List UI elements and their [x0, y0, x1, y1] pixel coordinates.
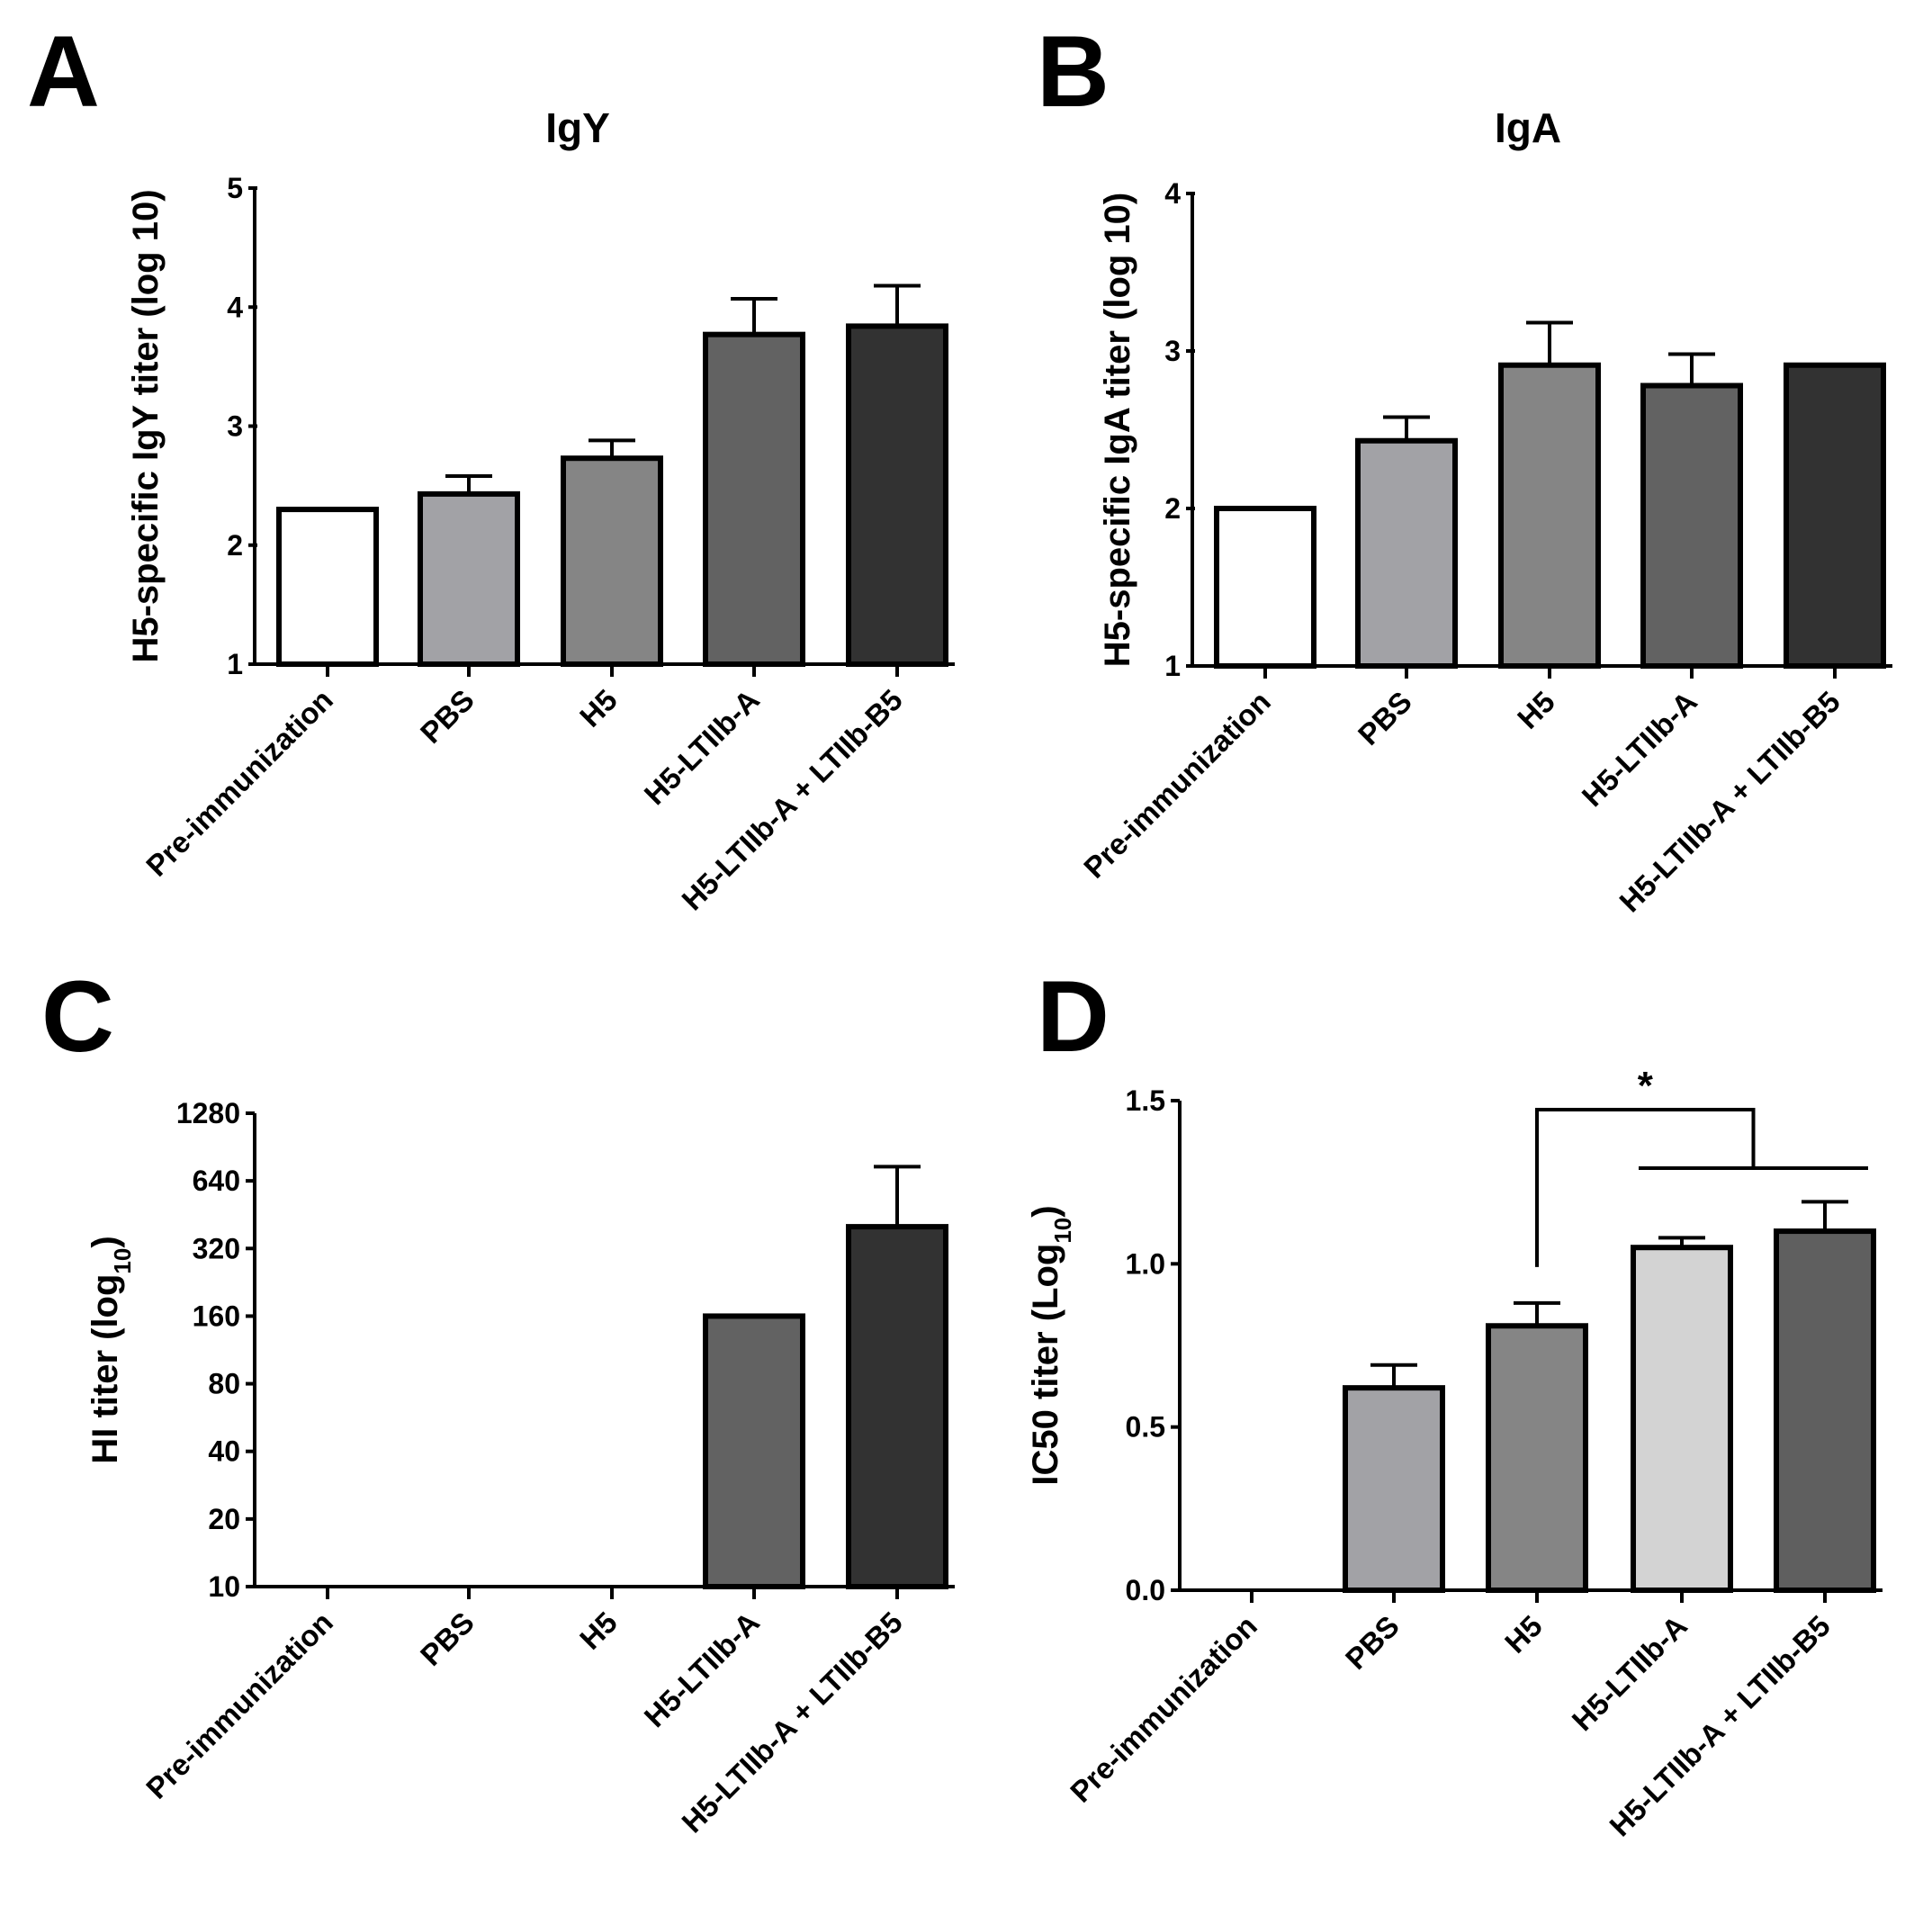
bar-h5-ltiib-a: [1631, 1245, 1733, 1593]
panel-letter: D: [1037, 960, 1110, 1073]
bar-pbs: [418, 490, 520, 667]
bar-h5-ltiib-a-ltiib-b5: [846, 1224, 948, 1589]
y-tick-label: 2: [1164, 492, 1181, 525]
y-tick-label: 0.0: [1126, 1574, 1165, 1606]
x-tick-label: PBS: [414, 1606, 481, 1672]
x-tick-label: Pre-immunization: [139, 1606, 339, 1805]
x-tick-label: PBS: [1352, 685, 1418, 751]
y-axis-label: H5-specific IgA titer (log 10): [1098, 193, 1137, 668]
bar-h5-ltiib-a-ltiib-b5: [1774, 1228, 1876, 1593]
panel-letter: B: [1037, 15, 1110, 128]
x-tick-label: H5-LTIIb-A: [638, 683, 766, 811]
bar-pbs: [1355, 437, 1458, 669]
y-tick-label: 4: [1164, 177, 1181, 210]
x-tick-label: H5: [1511, 685, 1561, 735]
bar-h5: [1486, 1323, 1588, 1593]
bar-h5: [1498, 362, 1601, 669]
significance-bracket: [1535, 1108, 1756, 1267]
x-tick-label: Pre-immunization: [1064, 1609, 1263, 1809]
bar-h5: [561, 455, 663, 667]
y-tick-label: 1280: [176, 1097, 240, 1129]
chart-panel-a: A IgY H5-specific IgY titer (log 10) 1 2 3 4 5 P…: [27, 15, 955, 916]
x-tick-label: PBS: [414, 683, 481, 750]
y-tick-label: 1.0: [1126, 1247, 1165, 1280]
y-tick-label: 40: [208, 1435, 240, 1468]
chart-title: IgY: [545, 104, 610, 151]
y-axis-label: IC50 titer (Log10): [1026, 1205, 1076, 1485]
bar-h5-ltiib-a-ltiib-b5: [1784, 362, 1886, 669]
y-tick-label: 20: [208, 1503, 240, 1535]
y-tick-label: 3: [227, 410, 243, 443]
bar-h5-ltiib-a-ltiib-b5: [846, 323, 948, 667]
bar-pre-immunization: [276, 507, 379, 668]
chart-panel-c: CHI titer (log10)102040801603206401280Pr…: [41, 960, 955, 1839]
bar-pbs: [1343, 1385, 1445, 1593]
x-tick-label: PBS: [1339, 1609, 1406, 1676]
panel-letter: C: [41, 960, 114, 1073]
y-tick-label: 640: [193, 1165, 240, 1197]
chart-panel-d: D IC50 titer (Log10) 0.0 0.5 1.0 1.5 Pre-immun…: [1026, 960, 1883, 1842]
y-axis-label: H5-specific IgY titer (log 10): [126, 189, 166, 662]
y-axis-label-subscript: 10: [1049, 1218, 1076, 1244]
y-tick-label: 160: [193, 1300, 240, 1332]
x-tick-label: H5-LTIIb-A: [1566, 1609, 1694, 1737]
y-tick-label: 320: [193, 1232, 240, 1264]
y-tick-label: 3: [1164, 335, 1181, 367]
bar-pre-immunization: [1214, 506, 1316, 669]
y-tick-label: 0.5: [1126, 1411, 1165, 1444]
x-tick-label: Pre-immunization: [1077, 685, 1277, 885]
y-axis-label-subscript: 10: [109, 1248, 136, 1274]
x-tick-label: Pre-immunization: [139, 683, 339, 883]
y-tick-label: 4: [227, 291, 243, 323]
y-tick-label: 5: [227, 172, 243, 204]
x-tick-label: H5-LTIIb-A: [638, 1606, 766, 1733]
x-tick-label: H5: [573, 1606, 624, 1656]
y-tick-label: 1.5: [1126, 1084, 1165, 1117]
x-tick-label: H5: [573, 683, 624, 733]
x-tick-label: H5-LTIIb-A: [1576, 685, 1703, 813]
y-tick-label: 2: [227, 529, 243, 562]
significance-marker: *: [1638, 1064, 1654, 1108]
y-tick-label: 1: [1164, 650, 1181, 682]
bar-h5-ltiib-a: [703, 1313, 805, 1590]
y-tick-label: 1: [227, 648, 243, 680]
y-axis-label: HI titer (log10): [85, 1236, 136, 1463]
chart-panel-b: B IgA H5-specific IgA titer (log 10) 1 2 3 4 Pr…: [1037, 15, 1892, 918]
x-tick-label: H5: [1498, 1609, 1549, 1660]
bar-h5-ltiib-a: [1640, 382, 1743, 669]
bar-h5-ltiib-a: [703, 331, 805, 667]
y-tick-label: 10: [208, 1570, 240, 1603]
y-axis-label-tail: ): [85, 1236, 125, 1247]
y-tick-label: 80: [208, 1368, 240, 1400]
y-axis-label-tail: ): [1026, 1205, 1065, 1217]
panel-letter: A: [27, 15, 100, 128]
chart-title: IgA: [1495, 104, 1561, 151]
